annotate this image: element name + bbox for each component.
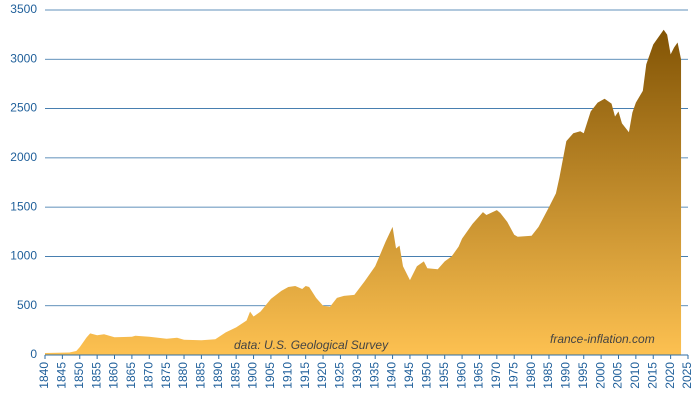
x-tick-label: 2025 [680,362,694,389]
x-tick-label: 1860 [107,362,121,389]
x-tick-label: 1915 [298,362,312,389]
source-note: data: U.S. Geological Survey [234,338,389,352]
x-tick-label: 1930 [350,362,364,389]
x-tick-label: 1885 [194,362,208,389]
x-tick-label: 2010 [628,362,642,389]
y-tick-label: 2000 [10,150,37,164]
x-tick-label: 2015 [645,362,659,389]
x-tick-label: 1950 [419,362,433,389]
x-tick-label: 1875 [159,362,173,389]
y-tick-label: 1500 [10,199,37,213]
x-tick-label: 1955 [437,362,451,389]
x-tick-label: 2020 [663,362,677,389]
y-tick-label: 500 [17,298,37,312]
x-tick-label: 1895 [228,362,242,389]
x-tick-label: 1900 [246,362,260,389]
x-tick-label: 1880 [176,362,190,389]
x-tick-label: 1965 [472,362,486,389]
x-tick-label: 1870 [141,362,155,389]
x-tick-label: 1940 [385,362,399,389]
x-tick-label: 1975 [506,362,520,389]
x-tick-label: 1960 [454,362,468,389]
y-tick-label: 1000 [10,249,37,263]
x-tick-label: 1980 [524,362,538,389]
y-tick-label: 3000 [10,51,37,65]
x-tick-label: 1855 [89,362,103,389]
area [45,29,682,355]
x-tick-label: 1925 [333,362,347,389]
x-tick-label: 1985 [541,362,555,389]
site-note: france-inflation.com [550,332,655,346]
x-tick-label: 1995 [576,362,590,389]
x-tick-label: 1850 [72,362,86,389]
y-tick-label: 3500 [10,2,37,16]
x-tick-label: 1990 [559,362,573,389]
x-tick-label: 1845 [55,362,69,389]
x-tick-label: 1945 [402,362,416,389]
x-tick-label: 1905 [263,362,277,389]
x-tick-label: 2005 [611,362,625,389]
x-tick-label: 1935 [367,362,381,389]
y-tick-label: 0 [30,347,37,361]
x-tick-label: 1910 [280,362,294,389]
x-tick-label: 1890 [211,362,225,389]
y-tick-label: 2500 [10,101,37,115]
x-tick-label: 1840 [37,362,51,389]
x-tick-label: 2000 [593,362,607,389]
x-tick-label: 1970 [489,362,503,389]
x-tick-label: 1865 [124,362,138,389]
x-tick-label: 1920 [315,362,329,389]
